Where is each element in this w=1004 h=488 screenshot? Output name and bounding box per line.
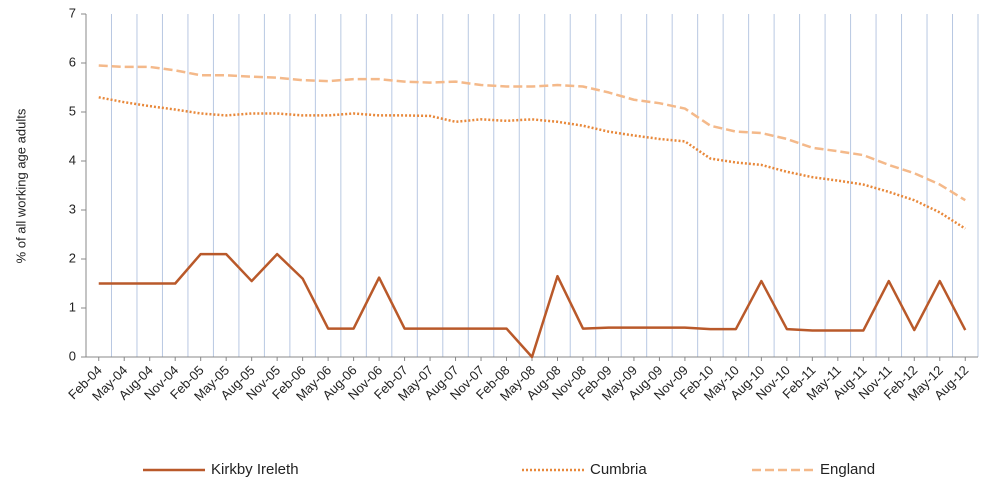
line-series (98, 96, 966, 230)
y-tick-label: 6 (69, 54, 76, 69)
legend-label: Kirkby Ireleth (211, 461, 299, 478)
y-tick-label: 1 (69, 299, 76, 314)
legend-label: Cumbria (590, 461, 647, 478)
line-series (98, 252, 967, 359)
line-series (98, 64, 966, 202)
y-tick-label: 2 (69, 250, 76, 265)
y-tick-label: 3 (69, 201, 76, 216)
y-tick-label: 0 (69, 348, 76, 363)
y-tick-label: 7 (69, 5, 76, 20)
y-axis-label: % of all working age adults (13, 108, 28, 263)
legend-label: England (820, 461, 875, 478)
y-tick-label: 4 (69, 152, 76, 167)
y-tick-label: 5 (69, 103, 76, 118)
